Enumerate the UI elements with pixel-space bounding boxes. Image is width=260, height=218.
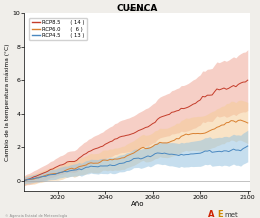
Text: met: met bbox=[224, 212, 238, 218]
Y-axis label: Cambio de la temperatura máxima (°C): Cambio de la temperatura máxima (°C) bbox=[4, 43, 10, 161]
Legend: RCP8.5      ( 14 ), RCP6.0      (  6 ), RCP4.5      ( 13 ): RCP8.5 ( 14 ), RCP6.0 ( 6 ), RCP4.5 ( 13… bbox=[29, 18, 87, 41]
Title: CUENCA: CUENCA bbox=[116, 4, 158, 13]
Text: E: E bbox=[217, 210, 223, 218]
X-axis label: Año: Año bbox=[131, 201, 144, 207]
Text: A: A bbox=[208, 210, 214, 218]
Text: © Agencia Estatal de Meteorología: © Agencia Estatal de Meteorología bbox=[5, 214, 67, 218]
Text: ANUAL: ANUAL bbox=[127, 7, 148, 12]
